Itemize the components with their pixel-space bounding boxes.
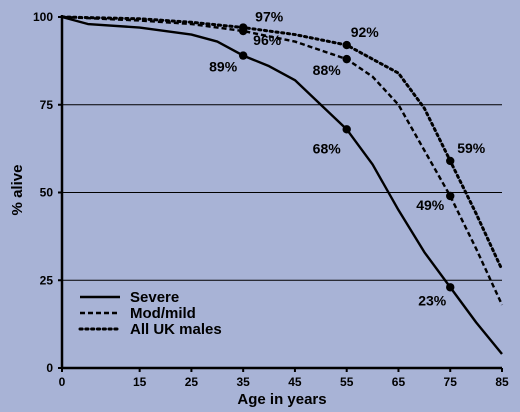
data-label: 68% xyxy=(313,140,342,156)
gridlines xyxy=(62,104,502,281)
data-marker xyxy=(342,125,351,134)
y-tick-label: 75 xyxy=(40,98,54,112)
axes xyxy=(60,15,502,370)
data-label: 23% xyxy=(418,292,447,308)
data-label: 59% xyxy=(457,140,486,156)
series-line-all-uk-males xyxy=(60,15,504,272)
tick-labels: 0 15 25 35 45 55 65 75 85 0 25 50 75 100 xyxy=(33,10,509,389)
data-marker xyxy=(238,26,248,36)
y-tick-label: 0 xyxy=(46,361,53,375)
x-tick-label: 45 xyxy=(288,375,302,389)
data-label: 97% xyxy=(255,9,284,25)
data-label: 92% xyxy=(351,24,380,40)
y-tick-label: 50 xyxy=(40,186,54,200)
x-tick-label: 0 xyxy=(59,375,66,389)
x-tick-label: 75 xyxy=(444,375,458,389)
legend-label-all-uk-males: All UK males xyxy=(130,321,222,338)
data-labels: 97% 96% 89% 92% 88% 68% 59% 49% 23% xyxy=(209,9,486,309)
series-line-mod-mild xyxy=(61,15,504,306)
legend-label-severe: Severe xyxy=(130,289,179,306)
data-marker xyxy=(238,51,248,60)
x-tick-label: 85 xyxy=(495,375,509,389)
data-label: 88% xyxy=(313,62,342,78)
data-marker xyxy=(446,156,455,166)
x-tick-label: 15 xyxy=(133,375,147,389)
data-label: 89% xyxy=(209,59,238,75)
data-label: 49% xyxy=(416,197,445,213)
data-marker xyxy=(342,54,351,64)
data-marker xyxy=(446,191,455,201)
y-tick-label: 25 xyxy=(40,273,54,287)
y-tick-label: 100 xyxy=(33,10,53,24)
x-tick-label: 25 xyxy=(185,375,199,389)
x-tick-label: 55 xyxy=(340,375,354,389)
legend-label-mod-mild: Mod/mild xyxy=(130,305,196,322)
data-marker xyxy=(342,40,351,50)
data-label: 96% xyxy=(253,32,282,48)
x-tick-label: 65 xyxy=(392,375,406,389)
data-marker xyxy=(446,283,455,292)
x-axis-title: Age in years xyxy=(237,391,326,408)
y-axis-title: % alive xyxy=(9,165,26,216)
x-tick-label: 35 xyxy=(236,375,250,389)
series-line-severe xyxy=(61,15,503,355)
data-markers xyxy=(238,23,455,292)
